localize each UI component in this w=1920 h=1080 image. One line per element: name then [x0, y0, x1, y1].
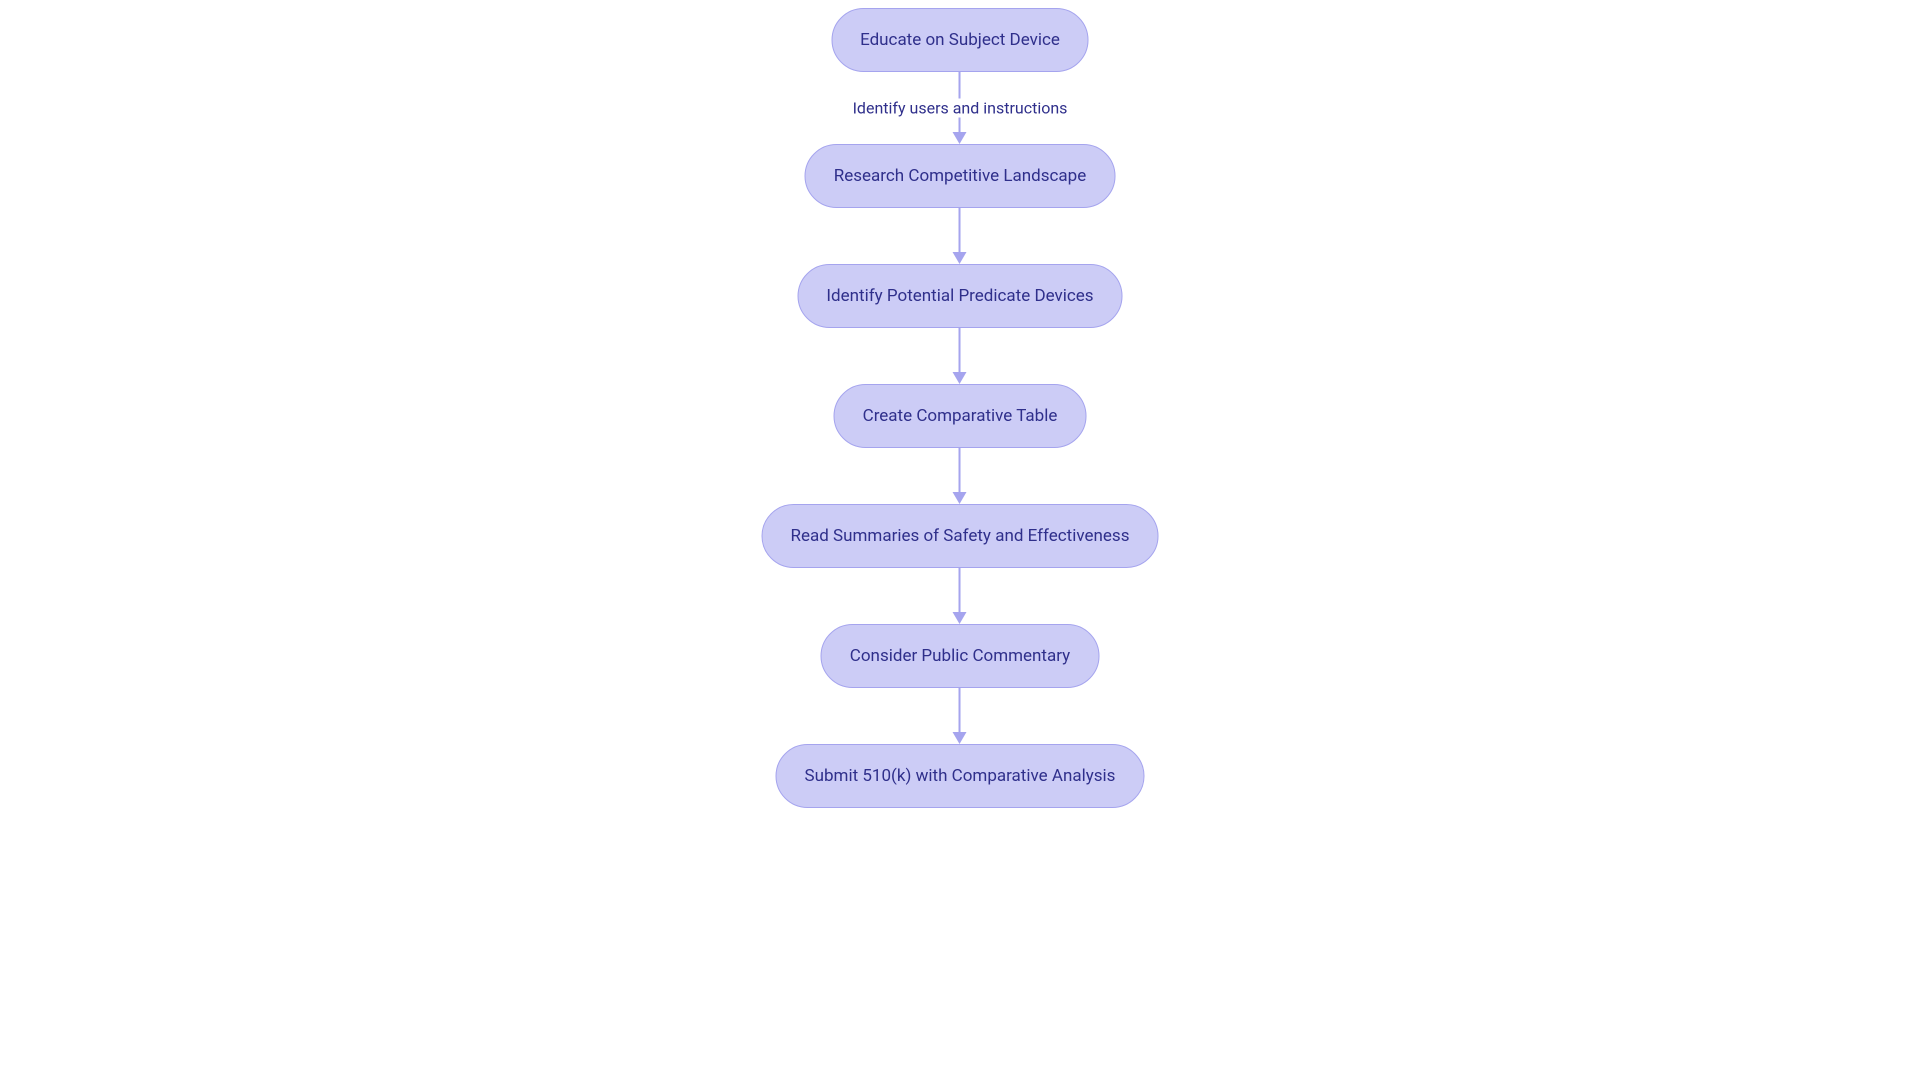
arrowhead-icon — [953, 492, 967, 504]
edge-line — [959, 568, 961, 612]
edge-line — [959, 208, 961, 252]
arrowhead-icon — [953, 132, 967, 144]
flowchart-node: Read Summaries of Safety and Effectivene… — [762, 504, 1159, 568]
arrowhead-icon — [953, 732, 967, 744]
edge-line — [959, 328, 961, 372]
arrowhead-icon — [953, 372, 967, 384]
flowchart-edge — [953, 568, 967, 624]
edge-line — [959, 448, 961, 492]
flowchart-edge — [953, 688, 967, 744]
flowchart-container: Educate on Subject Device Identify users … — [762, 8, 1159, 808]
flowchart-node: Research Competitive Landscape — [805, 144, 1115, 208]
edge-label: Identify users and instructions — [847, 99, 1074, 118]
flowchart-edge — [953, 208, 967, 264]
flowchart-node: Identify Potential Predicate Devices — [797, 264, 1122, 328]
node-label: Read Summaries of Safety and Effectivene… — [791, 526, 1130, 546]
arrowhead-icon — [953, 612, 967, 624]
node-label: Create Comparative Table — [863, 406, 1058, 426]
node-label: Submit 510(k) with Comparative Analysis — [805, 766, 1116, 786]
flowchart-node: Submit 510(k) with Comparative Analysis — [776, 744, 1145, 808]
flowchart-node: Create Comparative Table — [834, 384, 1087, 448]
flowchart-edge — [953, 328, 967, 384]
node-label: Consider Public Commentary — [850, 646, 1070, 666]
arrowhead-icon — [953, 252, 967, 264]
flowchart-edge: Identify users and instructions — [953, 72, 967, 144]
edge-line — [959, 688, 961, 732]
node-label: Identify Potential Predicate Devices — [826, 286, 1093, 306]
flowchart-node: Consider Public Commentary — [821, 624, 1099, 688]
flowchart-node: Educate on Subject Device — [831, 8, 1089, 72]
node-label: Educate on Subject Device — [860, 30, 1060, 50]
node-label: Research Competitive Landscape — [834, 166, 1086, 186]
flowchart-edge — [953, 448, 967, 504]
